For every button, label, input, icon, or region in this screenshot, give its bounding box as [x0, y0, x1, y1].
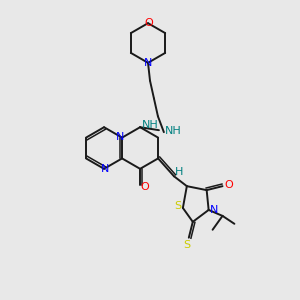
Text: N: N [116, 132, 124, 142]
Text: N: N [101, 164, 109, 174]
Text: O: O [141, 182, 149, 192]
Text: NH: NH [164, 126, 181, 136]
Text: NH: NH [142, 120, 158, 130]
Text: N: N [144, 58, 152, 68]
Text: H: H [175, 167, 183, 177]
Text: O: O [224, 180, 233, 190]
Text: S: S [174, 201, 182, 211]
Text: N: N [209, 205, 218, 215]
Text: S: S [183, 240, 190, 250]
Text: O: O [145, 18, 153, 28]
